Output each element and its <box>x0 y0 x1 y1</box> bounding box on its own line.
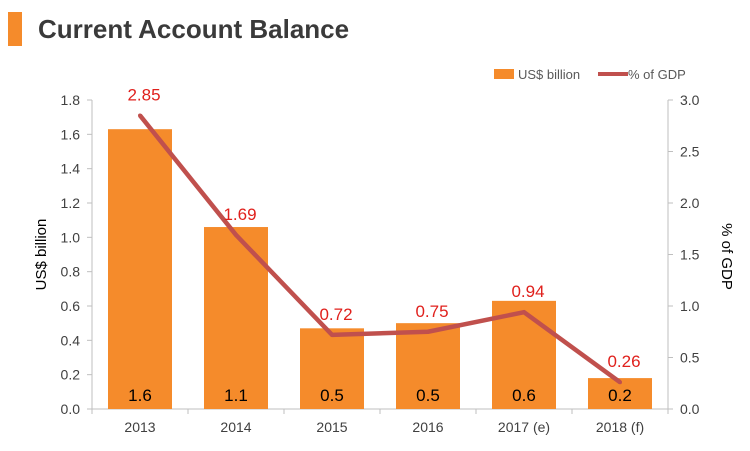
bar <box>396 323 460 409</box>
y-tick-label: 1.2 <box>61 195 81 211</box>
bar-data-label: 0.5 <box>416 386 440 405</box>
y2-tick-label: 0.5 <box>680 350 700 366</box>
y2-tick-label: 2.0 <box>680 195 700 211</box>
y-tick-label: 0.0 <box>61 401 81 417</box>
bar <box>108 129 172 409</box>
gdp-point <box>138 113 142 118</box>
y2-tick-label: 2.5 <box>680 144 700 160</box>
bar-data-label: 0.6 <box>512 386 536 405</box>
y-tick-label: 0.4 <box>61 332 81 348</box>
bar <box>204 227 268 409</box>
chart-title: Current Account Balance <box>38 14 350 44</box>
y-axis-title: US$ billion <box>33 219 50 291</box>
title-accent-bar <box>8 12 22 46</box>
y2-axis-title: % of GDP <box>718 223 735 290</box>
bar-data-label: 0.2 <box>608 386 632 405</box>
legend-label-line: % of GDP <box>628 67 686 82</box>
x-tick-label: 2014 <box>220 419 251 435</box>
y-tick-label: 1.6 <box>61 126 81 142</box>
bar-data-label: 1.1 <box>224 386 248 405</box>
y-tick-label: 1.8 <box>61 92 81 108</box>
y-tick-label: 1.0 <box>61 229 81 245</box>
gdp-point <box>426 329 430 334</box>
y2-tick-label: 3.0 <box>680 92 700 108</box>
gdp-point <box>234 232 238 237</box>
legend: US$ billion % of GDP <box>494 67 686 82</box>
gdp-data-label: 0.72 <box>319 305 352 324</box>
x-tick-label: 2015 <box>316 419 347 435</box>
gdp-data-label: 0.94 <box>511 282 544 301</box>
gdp-data-label: 0.75 <box>415 302 448 321</box>
y-tick-label: 0.2 <box>61 367 81 383</box>
y2-tick-label: 1.0 <box>680 298 700 314</box>
y-tick-label: 0.8 <box>61 264 81 280</box>
legend-label-bar: US$ billion <box>518 67 580 82</box>
bar <box>492 300 556 409</box>
bar-data-label: 0.5 <box>320 386 344 405</box>
gdp-line <box>138 114 622 385</box>
gdp-data-label: 1.69 <box>223 205 256 224</box>
x-tick-label: 2013 <box>124 419 155 435</box>
y-tick-label: 1.4 <box>61 161 81 177</box>
y-tick-label: 0.6 <box>61 298 81 314</box>
gdp-data-label: 0.26 <box>607 352 640 371</box>
bar-data-label: 1.6 <box>128 386 152 405</box>
bar <box>300 328 364 409</box>
x-tick-label: 2018 (f) <box>596 419 644 435</box>
x-tick-label: 2017 (e) <box>498 419 550 435</box>
x-tick-label: 2016 <box>412 419 443 435</box>
gdp-point <box>330 332 334 337</box>
legend-swatch-bar <box>494 69 514 79</box>
gdp-point <box>618 380 622 385</box>
gdp-data-label: 2.85 <box>127 85 160 104</box>
y2-tick-label: 0.0 <box>680 401 700 417</box>
y2-tick-label: 1.5 <box>680 247 700 263</box>
gdp-point <box>522 310 526 315</box>
